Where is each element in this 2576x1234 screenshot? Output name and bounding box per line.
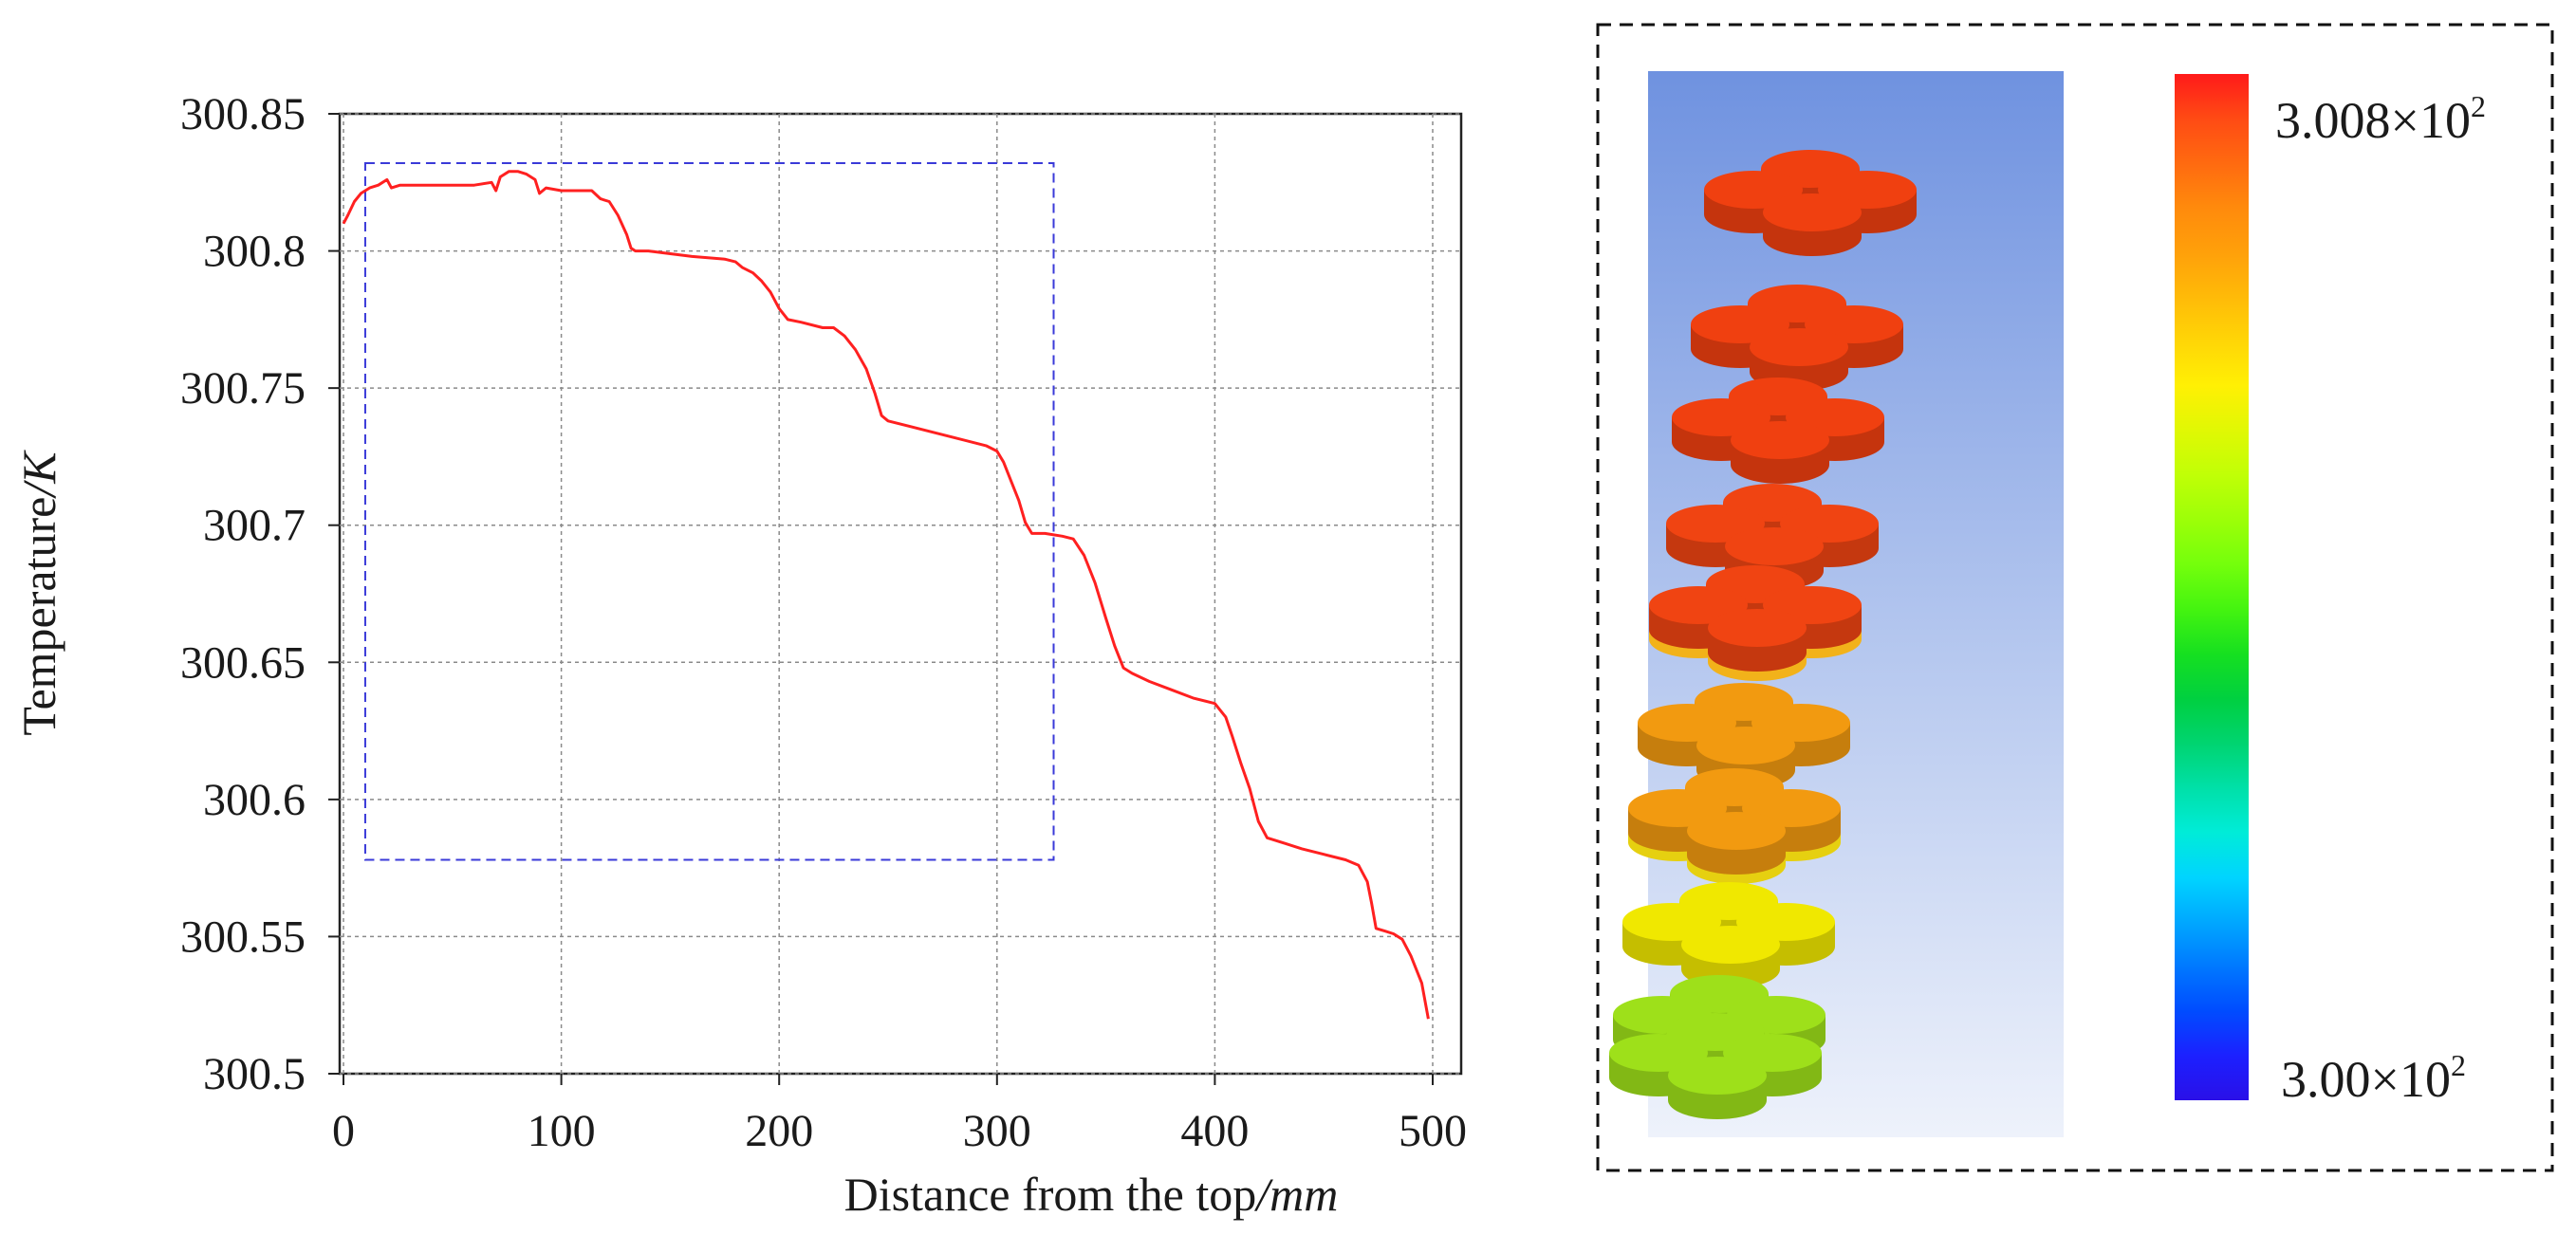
line-chart: 0 100 200 300 400 500 300.5300.55300.6300.653…	[12, 89, 1467, 1221]
x-tick-label: 400	[1180, 1106, 1249, 1156]
y-tick-label: 300.55	[180, 912, 306, 962]
colorbar-min-label: 3.00×102	[2281, 1048, 2466, 1108]
pellet-top	[1708, 609, 1807, 647]
pellet	[1763, 193, 1862, 256]
x-axis-ticks: 0 100 200 300 400 500	[332, 1074, 1467, 1156]
pellet-top	[1725, 527, 1824, 565]
pellet-top	[1731, 421, 1829, 459]
y-tick-label: 300.5	[203, 1049, 306, 1099]
y-axis-ticks: 300.5 300.55 300.6 300.65 300.7 300.75 300.8 30…	[180, 89, 340, 1099]
y-tick-label: 300.65	[180, 637, 306, 688]
pellet	[1668, 1057, 1767, 1119]
model-panel: 3.008×102 3.00×102	[1596, 23, 2554, 1172]
plot-area	[338, 112, 1463, 1076]
x-tick-label: 500	[1399, 1106, 1467, 1156]
pellet-top	[1763, 193, 1862, 231]
pellet-top	[1696, 727, 1795, 764]
temperature-series-line	[342, 170, 1430, 1020]
pellet-top	[1668, 1057, 1767, 1095]
pellet-layers	[1609, 150, 1917, 1119]
y-tick-label: 300.7	[203, 501, 306, 551]
y-tick-label: 300.8	[203, 227, 306, 277]
pellet-top	[1687, 812, 1786, 850]
x-tick-label: 300	[963, 1106, 1031, 1156]
colorbar	[2175, 74, 2249, 1100]
pellet-top	[1681, 926, 1780, 964]
x-tick-label: 0	[332, 1106, 355, 1156]
y-tick-label: 300.6	[203, 775, 306, 825]
grid-lines	[340, 113, 1461, 1075]
colorbar-max-label: 3.008×102	[2275, 89, 2486, 149]
pellet	[1687, 812, 1786, 884]
y-axis-label: Temperature/K	[12, 450, 65, 736]
highlight-box	[363, 162, 1055, 861]
x-tick-label: 200	[745, 1106, 813, 1156]
y-tick-label: 300.75	[180, 363, 306, 414]
pellet-top	[1750, 328, 1848, 366]
x-tick-label: 100	[528, 1106, 596, 1156]
pellet	[1731, 421, 1829, 484]
x-axis-label: Distance from the top/mm	[844, 1168, 1339, 1221]
y-tick-label: 300.85	[180, 89, 306, 139]
pellet	[1708, 609, 1807, 681]
